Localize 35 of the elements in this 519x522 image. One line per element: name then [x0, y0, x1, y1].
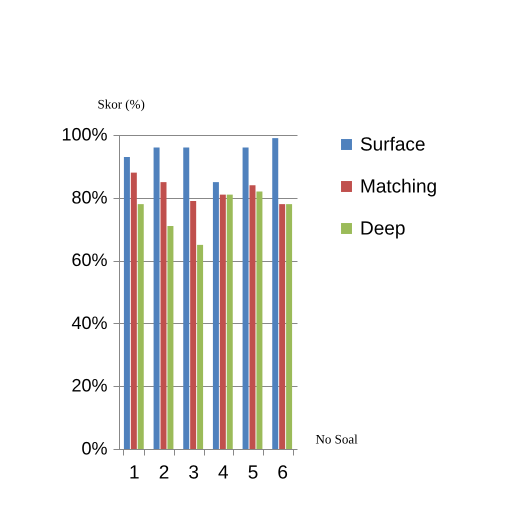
- bar: [272, 138, 278, 449]
- y-tick-label: 40%: [71, 312, 108, 333]
- bar: [183, 148, 190, 449]
- x-tick-label: 3: [188, 462, 199, 484]
- bar: [279, 204, 286, 449]
- legend-label: Matching: [360, 176, 438, 198]
- legend-label: Deep: [360, 218, 406, 240]
- x-tick-label: 2: [158, 462, 170, 484]
- x-tick-label: 4: [218, 462, 230, 484]
- x-tick-label: 5: [248, 462, 258, 484]
- bar: [167, 226, 174, 449]
- bar: [220, 194, 226, 449]
- bar: [250, 185, 256, 449]
- bar: [212, 182, 219, 449]
- y-axis-title: Skor (%): [98, 96, 145, 112]
- bar: [130, 172, 137, 449]
- y-tick-label: 80%: [71, 187, 108, 208]
- bar: [242, 148, 249, 449]
- legend-label: Surface: [360, 134, 426, 156]
- bar: [124, 156, 130, 449]
- y-tick-label: 0%: [81, 438, 108, 458]
- x-axis-title: No Soal: [316, 432, 358, 446]
- bar: [256, 192, 262, 449]
- y-tick-label: 20%: [71, 376, 108, 396]
- bar: [154, 148, 160, 449]
- x-tick-label: 1: [129, 462, 140, 484]
- bar: [286, 204, 292, 449]
- y-tick-label: 100%: [61, 124, 108, 144]
- bar: [138, 204, 144, 449]
- bar: [160, 182, 166, 449]
- bar: [190, 200, 196, 449]
- y-tick-label: 60%: [71, 250, 108, 270]
- bar: [226, 194, 233, 449]
- bar: [197, 244, 204, 449]
- x-tick-label: 6: [277, 462, 288, 484]
